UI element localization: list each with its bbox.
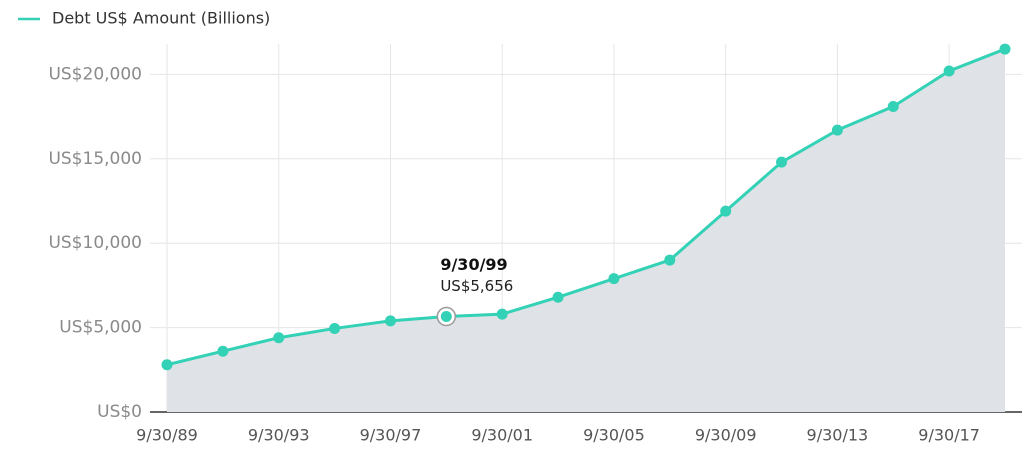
point [664,254,676,266]
area [167,49,1005,413]
x-tick-label: 9/30/01 [471,426,533,445]
x-tick-label: 9/30/09 [695,426,757,445]
point [831,124,843,136]
point [217,345,229,357]
point [999,43,1011,55]
y-tick-label: US$10,000 [48,233,142,253]
x-tick-label: 9/30/05 [583,426,645,445]
point [161,359,173,371]
x-tick-label: 9/30/13 [807,426,869,445]
tooltip-value: US$5,656 [440,277,513,295]
point [384,315,396,327]
point [608,273,620,285]
point [329,322,341,334]
point [720,205,732,217]
legend-label: Debt US$ Amount (Billions) [52,9,270,28]
point [552,291,564,303]
y-tick-label: US$15,000 [48,149,142,169]
y-tick-label: US$0 [97,402,142,422]
x-tick-label: 9/30/17 [918,426,980,445]
x-tick-label: 9/30/93 [248,426,310,445]
point [776,156,788,168]
point [943,65,955,77]
y-tick-label: US$5,000 [59,318,142,338]
y-tick-label: US$20,000 [48,64,142,84]
point [496,308,508,320]
tooltip-title: 9/30/99 [440,255,507,274]
line [166,47,1006,367]
point [887,100,899,112]
point [440,311,452,323]
x-tick-label: 9/30/89 [136,426,198,445]
point [273,332,285,344]
x-tick-label: 9/30/97 [360,426,422,445]
